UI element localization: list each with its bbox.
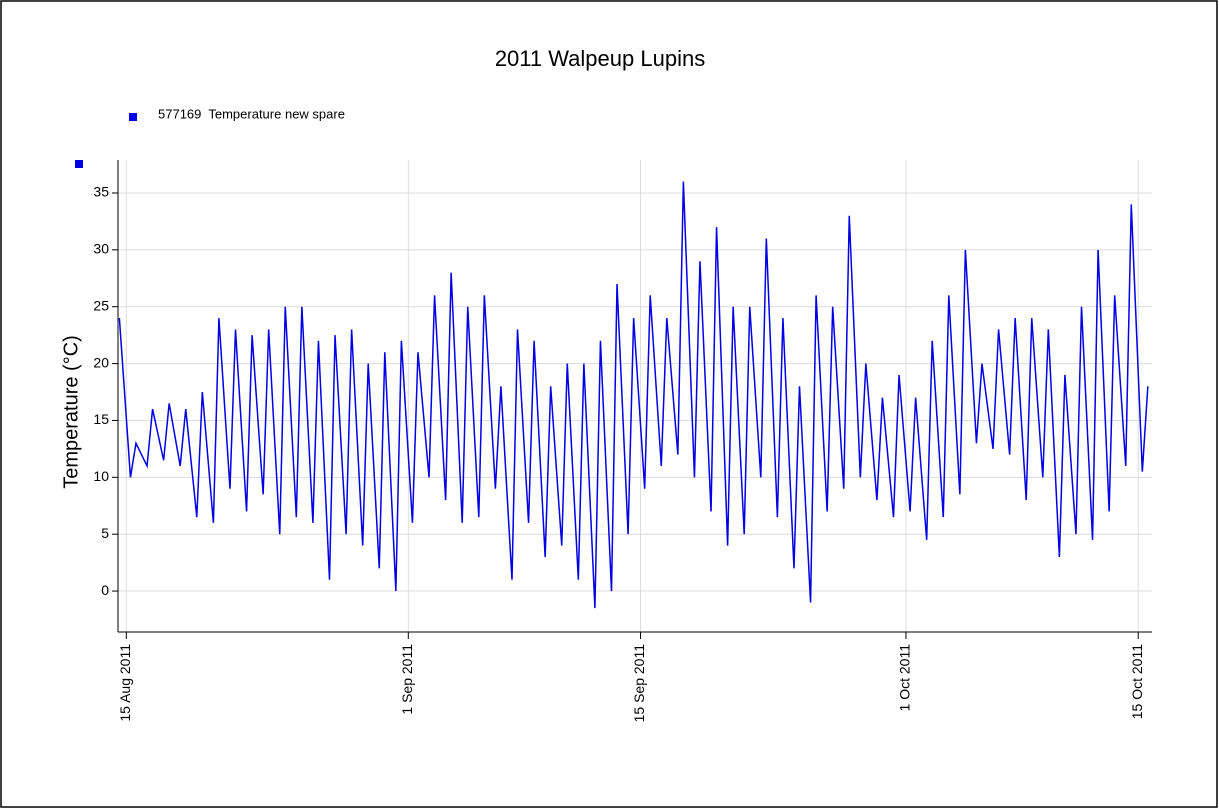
x-tick-label: 15 Oct 2011	[1129, 644, 1145, 719]
legend-label: 577169 Temperature new spare	[158, 106, 345, 121]
y-tick-label: 25	[93, 297, 109, 313]
legend-swatch	[129, 113, 137, 121]
chart-title: 2011 Walpeup Lupins	[495, 46, 705, 71]
y-tick-label: 15	[93, 411, 109, 427]
line	[118, 181, 1149, 609]
y-axis-label: Temperature (°C)	[60, 335, 82, 489]
x-tick-label: 15 Aug 2011	[117, 644, 133, 722]
y-tick-label: 5	[101, 525, 109, 541]
y-tick-label: 30	[93, 241, 109, 257]
y-tick-label: 0	[101, 582, 109, 598]
x-tick-label: 1 Sep 2011	[399, 644, 415, 715]
x-tick-label: 1 Oct 2011	[897, 644, 913, 712]
y-tick-label: 20	[93, 354, 109, 370]
axis-marker	[75, 160, 83, 168]
x-tick-label: 15 Sep 2011	[631, 644, 647, 723]
y-tick-label: 10	[93, 468, 109, 484]
y-tick-label: 35	[93, 184, 109, 200]
